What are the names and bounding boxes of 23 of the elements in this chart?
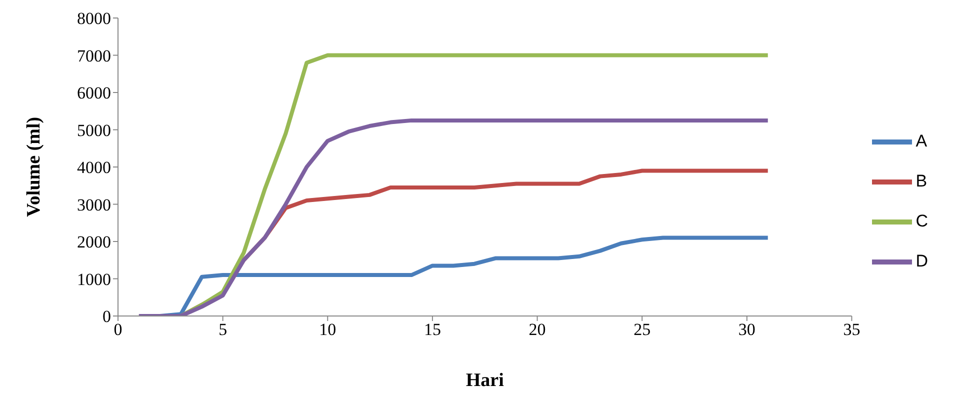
x-tick-label: 35 (843, 320, 860, 340)
legend-label: A (916, 131, 928, 150)
legend-label: D (916, 251, 928, 270)
y-tick-label: 5000 (77, 120, 111, 140)
x-tick-label: 25 (634, 320, 651, 340)
x-tick-label: 10 (319, 320, 336, 340)
y-tick-label: 1000 (77, 270, 111, 289)
legend-label: C (916, 211, 928, 230)
y-tick-label: 7000 (77, 46, 111, 66)
line-series (136, 118, 770, 316)
y-tick-label: 8000 (77, 9, 111, 28)
x-tick-label: 20 (528, 320, 546, 340)
y-axis-title: Volume (ml) (24, 116, 45, 218)
y-tick-label: 3000 (77, 195, 111, 214)
x-tick-label: 30 (738, 320, 756, 340)
legend-label: B (916, 171, 928, 190)
x-tick-label: 15 (424, 320, 441, 340)
y-tick-label: 6000 (77, 84, 111, 103)
x-tick-label: 5 (218, 320, 228, 340)
x-axis-title: Hari (466, 370, 504, 391)
y-tick-label: 2000 (77, 232, 111, 252)
y-tick-label: 4000 (77, 158, 111, 178)
y-tick-label: 0 (102, 307, 111, 326)
